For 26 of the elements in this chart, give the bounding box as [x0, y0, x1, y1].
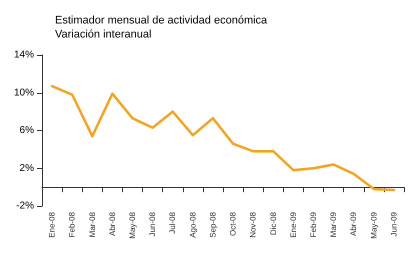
- x-tick-label: Ago-08: [188, 211, 198, 238]
- chart-subtitle: Variación interanual: [55, 28, 152, 40]
- x-tick-label: Dic-08: [268, 211, 278, 236]
- x-tick-label: Jul-08: [168, 211, 178, 234]
- x-tick-label: Mar-09: [329, 211, 338, 238]
- x-tick-label: Oct-08: [228, 211, 238, 236]
- x-tick-label: Abr-09: [349, 211, 358, 236]
- x-tick-label: Abr-08: [108, 211, 117, 236]
- y-tick-label: 2%: [20, 162, 34, 174]
- y-tick-label: 6%: [20, 125, 34, 136]
- x-tick-label: Ene-08: [48, 211, 57, 238]
- x-tick-label: Feb-09: [309, 211, 318, 238]
- chart-title: Estimador mensual de actividad económica: [55, 14, 268, 26]
- x-tick-label: Jun-09: [389, 211, 398, 236]
- line-series: [50, 84, 396, 192]
- x-tick-label: May-08: [128, 211, 137, 239]
- y-tick-label: 14%: [14, 50, 34, 60]
- x-tick-label: Feb-08: [68, 211, 77, 238]
- y-tick-label: 10%: [14, 87, 34, 98]
- x-tick-label: Nov-08: [248, 211, 258, 238]
- y-tick-label: -2%: [16, 200, 34, 212]
- x-tick-label: Jun-08: [148, 211, 158, 236]
- x-tick-label: May-09: [369, 211, 378, 239]
- x-tick-label: Sep-08: [208, 211, 218, 238]
- x-tick-label: Ene-09: [288, 211, 298, 238]
- x-tick-label: Mar-08: [88, 211, 97, 238]
